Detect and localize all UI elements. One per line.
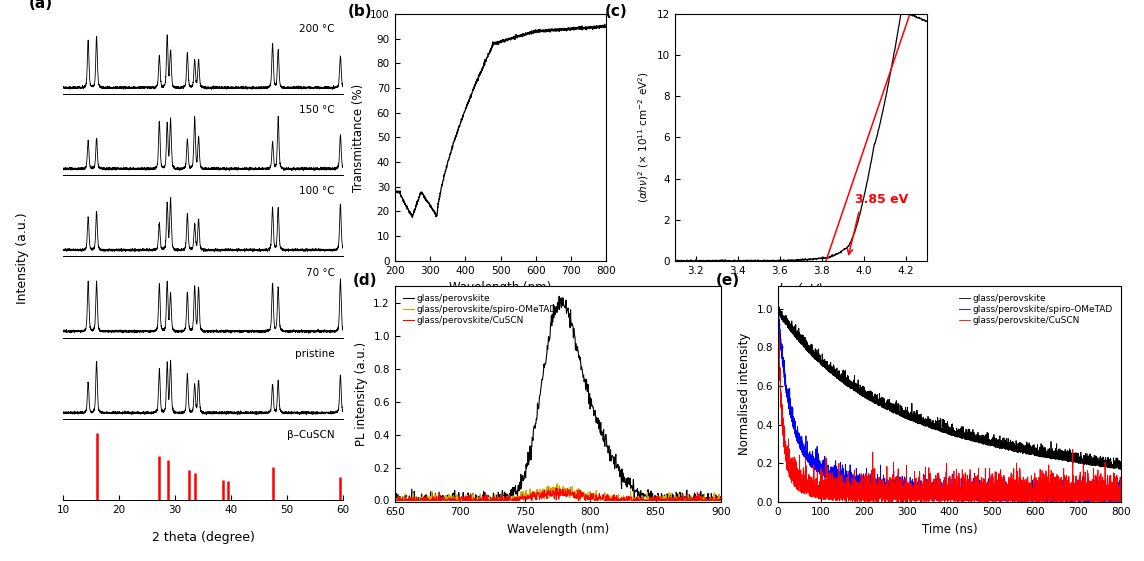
glass/perovskite/CuSCN — [771, 293, 785, 300]
X-axis label: Wavelength (nm): Wavelength (nm) — [507, 522, 609, 536]
glass/perovskite — [919, 420, 932, 426]
glass/perovskite/spiro-OMeTAD — [1104, 483, 1118, 490]
glass/perovskite/CuSCN — [636, 497, 650, 504]
Text: (d): (d) — [352, 273, 376, 288]
glass/perovskite/CuSCN — [669, 497, 683, 504]
Text: 3.85 eV: 3.85 eV — [856, 194, 908, 206]
Text: β–CuSCN: β–CuSCN — [287, 430, 335, 440]
Line: glass/perovskite/spiro-OMeTAD: glass/perovskite/spiro-OMeTAD — [395, 484, 721, 500]
glass/perovskite — [578, 378, 591, 384]
glass/perovskite/CuSCN — [1114, 496, 1128, 503]
glass/perovskite — [586, 403, 599, 410]
glass/perovskite/spiro-OMeTAD — [669, 497, 683, 504]
glass/perovskite/CuSCN — [1087, 485, 1101, 492]
Line: glass/perovskite: glass/perovskite — [778, 301, 1121, 470]
Line: glass/perovskite: glass/perovskite — [395, 296, 721, 500]
glass/perovskite/spiro-OMeTAD — [596, 495, 610, 502]
Y-axis label: Normalised intensity: Normalised intensity — [738, 333, 750, 456]
Legend: glass/perovskite, glass/perovskite/spiro-OMeTAD, glass/perovskite/CuSCN: glass/perovskite, glass/perovskite/spiro… — [399, 291, 561, 328]
glass/perovskite — [771, 308, 785, 315]
glass/perovskite/CuSCN — [407, 494, 421, 500]
glass/perovskite/CuSCN — [549, 485, 563, 491]
glass/perovskite/spiro-OMeTAD — [1087, 496, 1101, 503]
Text: (e): (e) — [716, 273, 740, 288]
glass/perovskite/spiro-OMeTAD — [919, 495, 932, 502]
Line: glass/perovskite/CuSCN: glass/perovskite/CuSCN — [395, 488, 721, 500]
Text: Intensity (a.u.): Intensity (a.u.) — [16, 212, 30, 304]
glass/perovskite/spiro-OMeTAD — [1114, 487, 1128, 494]
glass/perovskite/spiro-OMeTAD — [771, 300, 785, 307]
Text: 70 °C: 70 °C — [305, 268, 335, 278]
glass/perovskite/spiro-OMeTAD — [586, 496, 599, 503]
glass/perovskite/CuSCN — [714, 494, 728, 500]
Text: pristine: pristine — [295, 349, 335, 359]
glass/perovskite/spiro-OMeTAD — [915, 494, 929, 500]
glass/perovskite — [553, 293, 566, 300]
glass/perovskite/spiro-OMeTAD — [578, 494, 591, 501]
Legend: glass/perovskite, glass/perovskite/spiro-OMeTAD, glass/perovskite/CuSCN: glass/perovskite, glass/perovskite/spiro… — [955, 291, 1117, 328]
glass/perovskite — [669, 496, 683, 503]
X-axis label: $h\nu$ (eV): $h\nu$ (eV) — [778, 281, 824, 296]
glass/perovskite — [596, 429, 610, 436]
glass/perovskite/spiro-OMeTAD — [1020, 484, 1034, 490]
glass/perovskite/spiro-OMeTAD — [636, 497, 650, 504]
glass/perovskite/CuSCN — [1104, 495, 1118, 502]
glass/perovskite — [1087, 457, 1101, 463]
X-axis label: Wavelength (nm): Wavelength (nm) — [450, 281, 551, 295]
glass/perovskite/spiro-OMeTAD — [407, 497, 421, 504]
glass/perovskite/spiro-OMeTAD — [388, 497, 402, 504]
glass/perovskite — [407, 496, 421, 503]
glass/perovskite — [1104, 460, 1118, 467]
glass/perovskite/spiro-OMeTAD — [935, 493, 948, 499]
glass/perovskite/CuSCN — [952, 499, 966, 505]
Text: 2 theta (degree): 2 theta (degree) — [152, 531, 254, 544]
glass/perovskite/CuSCN — [578, 495, 591, 502]
glass/perovskite — [636, 490, 650, 496]
Line: glass/perovskite/CuSCN: glass/perovskite/CuSCN — [778, 296, 1121, 502]
glass/perovskite — [771, 297, 785, 304]
Text: (b): (b) — [348, 4, 373, 19]
glass/perovskite/CuSCN — [1020, 493, 1034, 499]
glass/perovskite — [935, 428, 948, 435]
glass/perovskite/spiro-OMeTAD — [1103, 499, 1117, 505]
glass/perovskite/spiro-OMeTAD — [714, 496, 728, 503]
glass/perovskite/CuSCN — [596, 491, 610, 498]
Line: glass/perovskite/spiro-OMeTAD: glass/perovskite/spiro-OMeTAD — [778, 304, 1121, 502]
Y-axis label: Transmittance (%): Transmittance (%) — [351, 84, 365, 191]
glass/perovskite — [1114, 466, 1128, 473]
Y-axis label: $(\alpha h\nu)^2$ ($\times$ 10$^{11}$ cm$^{-2}$ eV$^2$): $(\alpha h\nu)^2$ ($\times$ 10$^{11}$ cm… — [636, 72, 651, 203]
glass/perovskite/CuSCN — [915, 496, 929, 503]
Y-axis label: PL intensity (a.u.): PL intensity (a.u.) — [355, 342, 367, 446]
glass/perovskite — [1020, 445, 1034, 452]
glass/perovskite — [388, 497, 402, 504]
glass/perovskite/CuSCN — [917, 472, 931, 479]
glass/perovskite — [915, 417, 929, 424]
glass/perovskite/CuSCN — [935, 486, 948, 493]
Text: 150 °C: 150 °C — [300, 105, 335, 115]
Text: (c): (c) — [604, 4, 627, 19]
glass/perovskite — [714, 493, 728, 500]
glass/perovskite/CuSCN — [586, 490, 599, 496]
glass/perovskite/spiro-OMeTAD — [550, 480, 564, 487]
glass/perovskite/CuSCN — [388, 497, 402, 504]
X-axis label: Time (ns): Time (ns) — [922, 522, 977, 536]
glass/perovskite/spiro-OMeTAD — [771, 309, 785, 316]
Text: 100 °C: 100 °C — [300, 186, 335, 196]
Text: 200 °C: 200 °C — [300, 24, 335, 34]
Text: (a): (a) — [29, 0, 53, 11]
glass/perovskite — [1114, 466, 1128, 472]
